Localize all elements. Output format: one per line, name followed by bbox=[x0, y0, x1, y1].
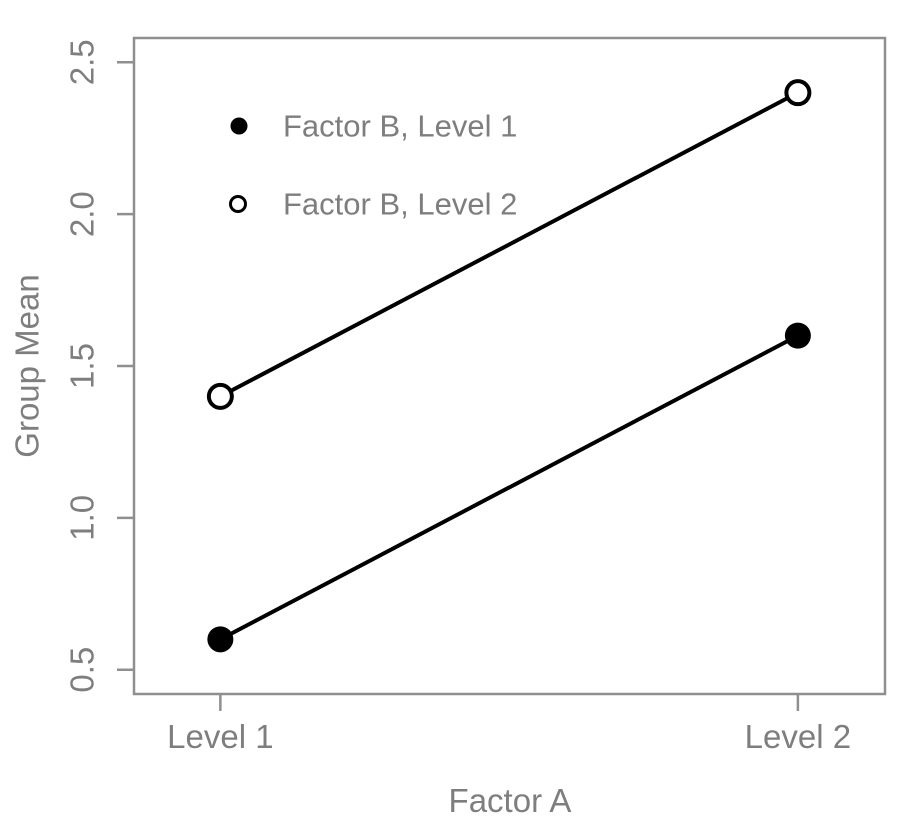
data-point-filled-circle bbox=[207, 626, 234, 653]
y-tick-label: 2.0 bbox=[64, 191, 101, 237]
x-axis-title: Factor A bbox=[449, 782, 572, 819]
legend-marker-filled-circle-icon bbox=[230, 117, 248, 135]
y-tick-label: 1.0 bbox=[64, 495, 101, 541]
series-layer bbox=[206, 79, 812, 653]
y-axis-title: Group Mean bbox=[9, 274, 46, 457]
data-point-filled-circle bbox=[784, 322, 811, 349]
legend-marker-open-circle-icon bbox=[229, 195, 247, 213]
legend-label-series-1: Factor B, Level 1 bbox=[283, 109, 517, 144]
x-tick-label: Level 2 bbox=[745, 718, 851, 755]
y-tick-label: 2.5 bbox=[64, 39, 101, 85]
series-line bbox=[219, 333, 799, 642]
x-tick-label: Level 1 bbox=[167, 718, 273, 755]
data-point-open-circle bbox=[784, 79, 812, 107]
y-tick-label: 1.5 bbox=[64, 343, 101, 389]
data-point-open-circle bbox=[206, 382, 234, 410]
legend-label-series-2: Factor B, Level 2 bbox=[283, 187, 517, 222]
series-line bbox=[219, 90, 799, 399]
legend: Factor B, Level 1 Factor B, Level 2 bbox=[229, 109, 517, 222]
y-tick-label: 0.5 bbox=[64, 647, 101, 693]
axis-layer: 0.5 1.0 1.5 2.0 2.5 Level 1 Level 2 bbox=[64, 39, 852, 755]
